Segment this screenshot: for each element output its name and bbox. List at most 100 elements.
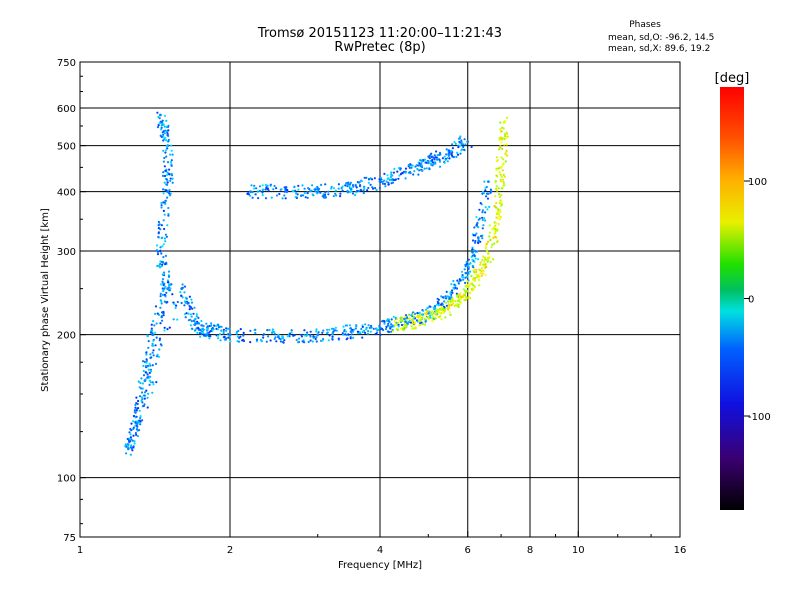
scatter-point [157,264,161,267]
scatter-point [501,126,504,129]
scatter-point [168,188,171,192]
x-tick-label: 16 [674,545,687,556]
scatter-point [195,315,198,318]
scatter-point [451,302,455,305]
scatter-point [149,370,153,373]
scatter-point [367,324,370,327]
scatter-point [197,327,200,330]
scatter-point [351,328,354,331]
scatter-point [443,155,446,158]
scatter-point [241,339,244,342]
scatter-point [266,184,269,187]
scatter-point [401,171,404,174]
scatter-point [200,324,203,327]
scatter-point [495,206,498,209]
scatter-point [502,173,505,176]
scatter-point [331,338,334,341]
scatter-point [414,327,417,330]
scatter-point [163,329,166,332]
scatter-point [156,264,159,268]
scatter-point [320,183,323,186]
scatter-point [405,324,408,327]
scatter-point [479,261,482,264]
scatter-point [144,364,148,368]
scatter-point [389,327,392,330]
scatter-point [486,208,489,211]
scatter-point [181,286,184,289]
scatter-point [162,282,165,285]
scatter-point [165,145,168,148]
scatter-point [331,335,334,338]
scatter-point [471,248,474,251]
scatter-point [482,264,485,267]
scatter-point [477,218,480,221]
scatter-point [410,314,413,317]
scatter-point [129,453,132,456]
scatter-point [489,191,492,194]
scatter-point [175,304,178,307]
scatter-point [486,197,490,200]
scatter-point [477,226,480,229]
scatter-point [475,215,478,219]
scatter-point [202,324,205,328]
scatter-point [164,240,167,243]
scatter-point [346,337,349,340]
scatter-point [145,351,148,354]
scatter-point [402,325,405,329]
chart-title: Tromsø 20151123 11:20:00–11:21:43 [257,26,503,41]
scatter-point [489,261,492,264]
scatter-point [434,317,437,320]
scatter-point [505,143,508,146]
scatter-point [386,174,389,177]
scatter-point [504,134,507,138]
scatter-point [398,174,401,177]
scatter-point [442,296,445,299]
scatter-point [375,332,378,335]
scatter-point [397,325,400,328]
scatter-point [370,326,373,329]
scatter-point [280,188,283,191]
scatter-point [162,290,165,293]
scatter-point [167,270,171,273]
scatter-point [459,144,462,147]
scatter-point [430,313,434,316]
scatter-point [474,257,477,260]
scatter-point [192,312,195,315]
scatter-point [465,297,468,300]
scatter-point [349,183,352,186]
scatter-point [466,280,469,283]
scatter-point [164,254,167,257]
scatter-point [275,340,278,343]
scatter-point [435,150,438,153]
scatter-point [465,276,468,279]
scatter-point [407,163,410,167]
y-tick-label: 300 [57,247,76,258]
scatter-point [417,164,420,167]
scatter-point [448,311,451,314]
scatter-point [383,320,386,323]
scatter-point [473,260,476,263]
scatter-point [358,331,361,334]
scatter-point [136,435,139,438]
scatter-point [496,210,500,213]
scatter-point [471,264,474,267]
scatter-point [208,337,211,340]
scatter-point [366,332,370,335]
scatter-point [423,167,426,170]
scatter-point [435,303,439,306]
scatter-point [134,432,137,435]
scatter-point [449,313,452,316]
scatter-point [474,250,477,253]
scatter-point [249,194,252,197]
scatter-point [228,333,232,337]
scatter-point [163,174,167,178]
scatter-point [166,328,169,331]
scatter-point [161,245,164,248]
scatter-point [225,329,228,332]
scatter-point [218,325,221,328]
scatter-point [180,301,183,305]
scatter-point [416,312,419,315]
scatter-point [387,322,390,325]
y-tick-label: 75 [63,533,76,544]
scatter-point [170,144,173,147]
